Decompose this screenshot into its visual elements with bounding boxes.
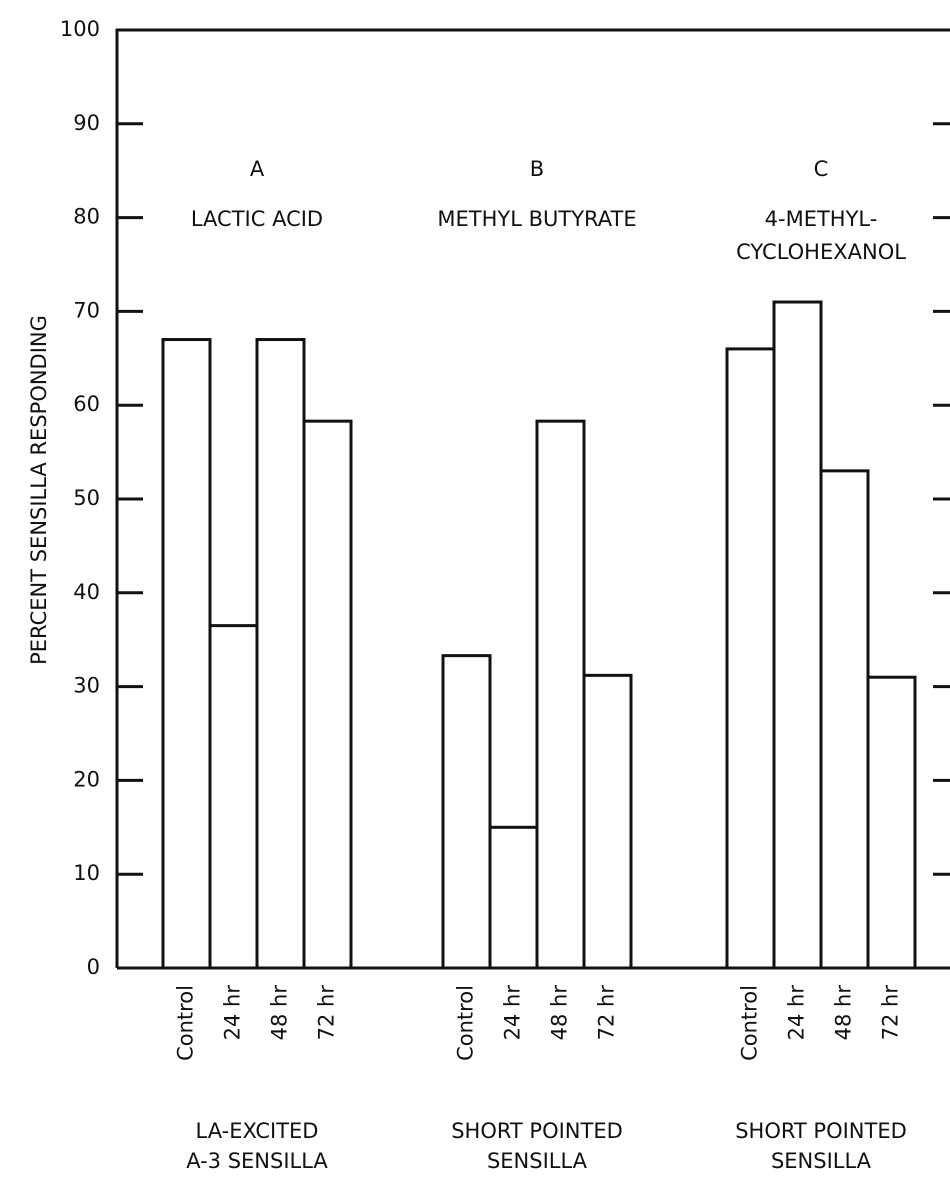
y-tick-label: 90 [73, 111, 100, 135]
y-tick-label: 60 [73, 392, 100, 416]
group-letter: B [530, 157, 544, 181]
bar [161, 338, 212, 970]
y-tick-label: 30 [73, 674, 100, 698]
group-caption: SHORT POINTED [735, 1119, 907, 1143]
group-name: METHYL BUTYRATE [437, 207, 636, 231]
bar [866, 675, 917, 970]
y-tick-label: 10 [73, 861, 100, 885]
x-tick-label: 48 hr [548, 985, 572, 1041]
x-tick-label: 72 hr [879, 985, 903, 1041]
group-letter: A [250, 157, 265, 181]
bar [441, 654, 492, 970]
bar [582, 673, 633, 970]
x-tick-label: 24 hr [785, 985, 809, 1041]
bar [255, 338, 306, 970]
x-tick-label: 72 hr [315, 985, 339, 1041]
x-tick-label: Control [738, 985, 762, 1061]
y-axis-label: PERCENT SENSILLA RESPONDING [27, 315, 51, 665]
y-tick-label: 0 [87, 955, 100, 979]
y-tick-label: 80 [73, 205, 100, 229]
bar [819, 469, 870, 970]
bar [725, 347, 776, 970]
group-name: CYCLOHEXANOL [736, 240, 906, 264]
x-tick-label: 48 hr [268, 985, 292, 1041]
bar [302, 419, 353, 970]
group-name: 4-METHYL- [765, 207, 878, 231]
group-name: LACTIC ACID [191, 207, 323, 231]
bar [535, 419, 586, 970]
y-tick-label: 100 [60, 17, 100, 41]
y-tick-label: 50 [73, 486, 100, 510]
group-caption: SENSILLA [771, 1149, 872, 1173]
group-caption: LA-EXCITED [196, 1119, 319, 1143]
bar [488, 825, 539, 970]
x-tick-label: Control [174, 985, 198, 1061]
y-tick-label: 20 [73, 767, 100, 791]
group-caption: SHORT POINTED [451, 1119, 623, 1143]
group-caption: SENSILLA [487, 1149, 588, 1173]
x-tick-label: Control [454, 985, 478, 1061]
y-tick-label: 40 [73, 580, 100, 604]
bar [772, 300, 823, 970]
bar [208, 624, 259, 970]
group-letter: C [814, 157, 829, 181]
x-tick-label: 72 hr [595, 985, 619, 1041]
x-tick-label: 48 hr [832, 985, 856, 1041]
y-tick-label: 70 [73, 298, 100, 322]
x-tick-label: 24 hr [501, 985, 525, 1041]
group-caption: A-3 SENSILLA [186, 1149, 328, 1173]
x-tick-label: 24 hr [221, 985, 245, 1041]
